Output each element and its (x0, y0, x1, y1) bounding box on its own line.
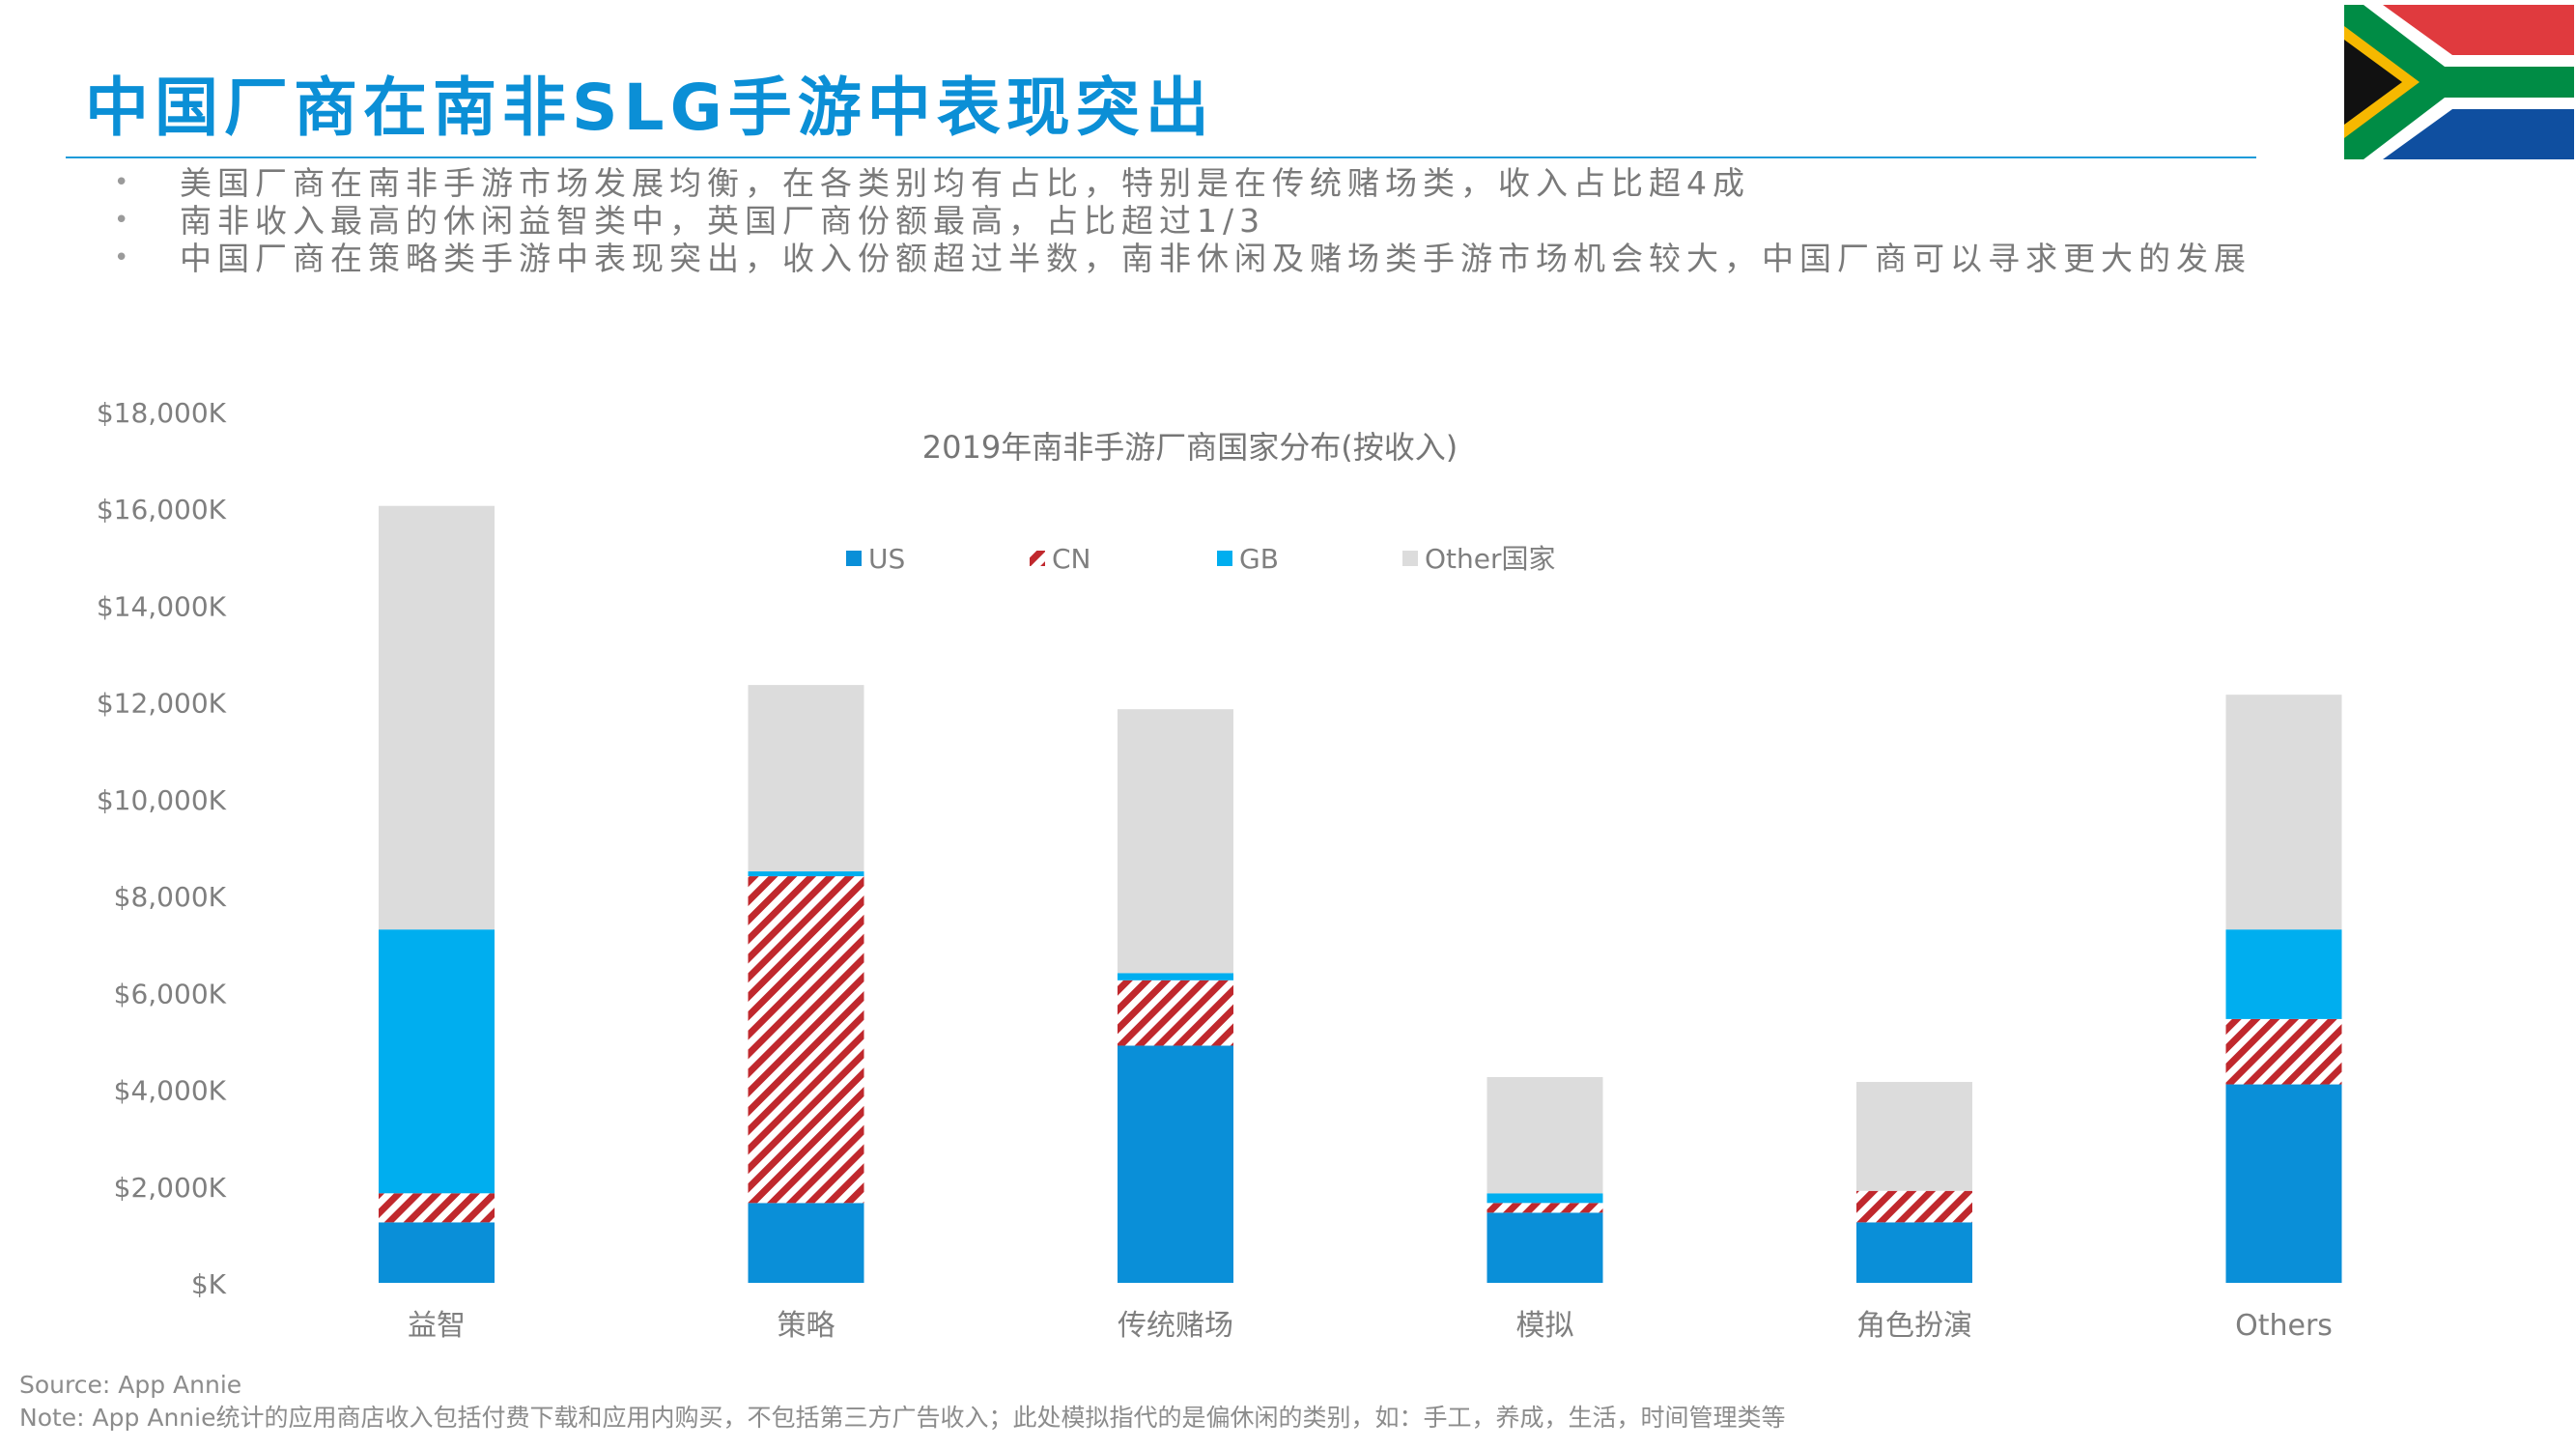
bar-segment-Other国家 (2225, 695, 2342, 930)
y-tick-label: $K (191, 1268, 227, 1300)
legend-swatch (1030, 551, 1045, 566)
legend-label: CN (1052, 543, 1091, 575)
bar-segment-Other国家 (748, 685, 864, 872)
x-tick-label: Others (2235, 1309, 2333, 1343)
x-axis: 益智 策略 传统赌场 模拟 角色扮演 Others (408, 1309, 2333, 1343)
bar-segment-GB (1118, 973, 1233, 980)
bar-segment-CN (1118, 980, 1233, 1046)
title-divider (66, 156, 2256, 158)
bullet-item: 美国厂商在南非手游市场发展均衡，在各类别均有占比，特别是在传统赌场类，收入占比超… (114, 164, 2251, 202)
legend-label: Other国家 (1425, 543, 1556, 575)
bar-segment-US (1856, 1222, 1972, 1283)
source-note: Source: App Annie (19, 1371, 242, 1399)
bullet-item: 中国厂商在策略类手游中表现突出，收入份额超过半数，南非休闲及赌场类手游市场机会较… (114, 240, 2251, 277)
bar-segment-US (1118, 1045, 1233, 1283)
summary-bullets: 美国厂商在南非手游市场发展均衡，在各类别均有占比，特别是在传统赌场类，收入占比超… (114, 164, 2251, 277)
x-tick-label: 模拟 (1516, 1309, 1574, 1343)
bar-segment-CN (1486, 1203, 1603, 1213)
legend-label: GB (1239, 543, 1279, 575)
bar-segment-GB (748, 871, 864, 877)
bar-segment-Other国家 (1856, 1082, 1972, 1191)
legend-swatch (1402, 551, 1418, 566)
y-tick-label: $16,000K (97, 494, 227, 526)
bar-segment-CN (1856, 1190, 1972, 1223)
y-tick-label: $6,000K (114, 978, 227, 1009)
y-tick-label: $10,000K (97, 784, 227, 816)
stacked-bar-chart: 2019年南非手游厂商国家分布(按收入) US CN GB Other国家 $K $2,… (97, 397, 2342, 1343)
bar-segment-CN (379, 1193, 495, 1223)
bar-segment-GB (1486, 1193, 1603, 1204)
bar-segment-Other国家 (379, 505, 495, 930)
x-tick-label: 角色扮演 (1856, 1309, 1972, 1343)
legend-swatch (1217, 551, 1232, 566)
y-tick-label: $18,000K (97, 397, 227, 429)
x-tick-label: 策略 (778, 1309, 835, 1343)
x-tick-label: 益智 (408, 1309, 466, 1343)
footnote: Note: App Annie统计的应用商店收入包括付费下载和应用内购买，不包括… (19, 1404, 1786, 1432)
bar-segment-CN (2225, 1018, 2342, 1085)
chart-title: 2019年南非手游厂商国家分布(按收入) (922, 429, 1458, 466)
bars (379, 505, 2342, 1283)
bar-segment-US (1486, 1212, 1603, 1283)
legend-label: US (868, 543, 905, 575)
x-tick-label: 传统赌场 (1118, 1309, 1233, 1343)
y-tick-label: $4,000K (114, 1075, 227, 1107)
y-tick-label: $2,000K (114, 1172, 227, 1204)
bar-segment-Other国家 (1118, 709, 1233, 974)
y-tick-label: $12,000K (97, 688, 227, 720)
y-tick-label: $8,000K (114, 881, 227, 913)
y-axis: $K $2,000K $4,000K $6,000K $8,000K $10,000K $1… (97, 397, 227, 1300)
bar-segment-GB (379, 929, 495, 1194)
bar-segment-GB (2225, 929, 2342, 1019)
bar-segment-US (379, 1222, 495, 1283)
bar-segment-US (748, 1203, 864, 1283)
south-africa-flag-icon (2344, 5, 2574, 159)
bar-segment-Other国家 (1486, 1077, 1603, 1194)
legend-swatch (846, 551, 862, 566)
y-tick-label: $14,000K (97, 590, 227, 622)
page-title: 中国厂商在南非SLG手游中表现突出 (85, 71, 1215, 145)
bullet-item: 南非收入最高的休闲益智类中，英国厂商份额最高，占比超过1/3 (114, 202, 2251, 240)
bar-segment-US (2225, 1084, 2342, 1283)
chart-legend: US CN GB Other国家 (846, 543, 1556, 575)
bar-segment-CN (748, 876, 864, 1204)
